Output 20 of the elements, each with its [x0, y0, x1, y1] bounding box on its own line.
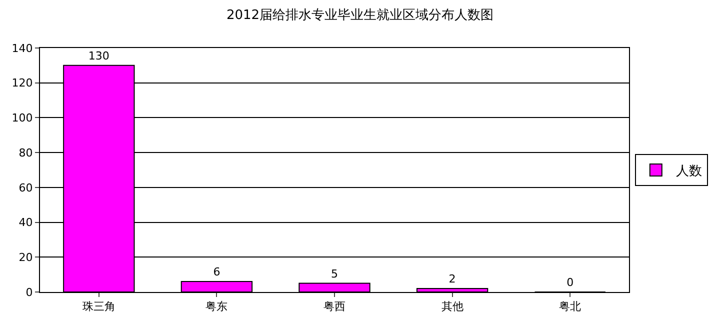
- x-tick-label: 粤北: [559, 300, 582, 314]
- x-tick-label: 粤东: [206, 300, 228, 314]
- data-label: 5: [331, 267, 338, 280]
- y-tick-label: 140: [12, 42, 33, 55]
- data-label: 130: [88, 49, 110, 62]
- x-tick-label: 粤西: [324, 300, 346, 314]
- legend-label: 人数: [676, 164, 702, 180]
- y-tick-label: 60: [18, 181, 33, 194]
- y-tick-label: 20: [18, 250, 33, 264]
- data-label: 6: [213, 266, 220, 279]
- y-tick-label: 80: [18, 146, 33, 160]
- x-tick-label: 其他: [441, 300, 464, 314]
- y-tick-label: 0: [26, 286, 33, 299]
- y-tick-label: 40: [18, 216, 33, 230]
- x-tick-label: 珠三角: [82, 300, 116, 314]
- y-tick-label: 100: [12, 112, 33, 125]
- data-label: 2: [448, 272, 456, 286]
- chart-title: 2012届给排水专业毕业生就业区域分布人数图: [226, 8, 494, 23]
- y-tick-label: 120: [12, 76, 33, 90]
- data-label: 0: [566, 276, 574, 289]
